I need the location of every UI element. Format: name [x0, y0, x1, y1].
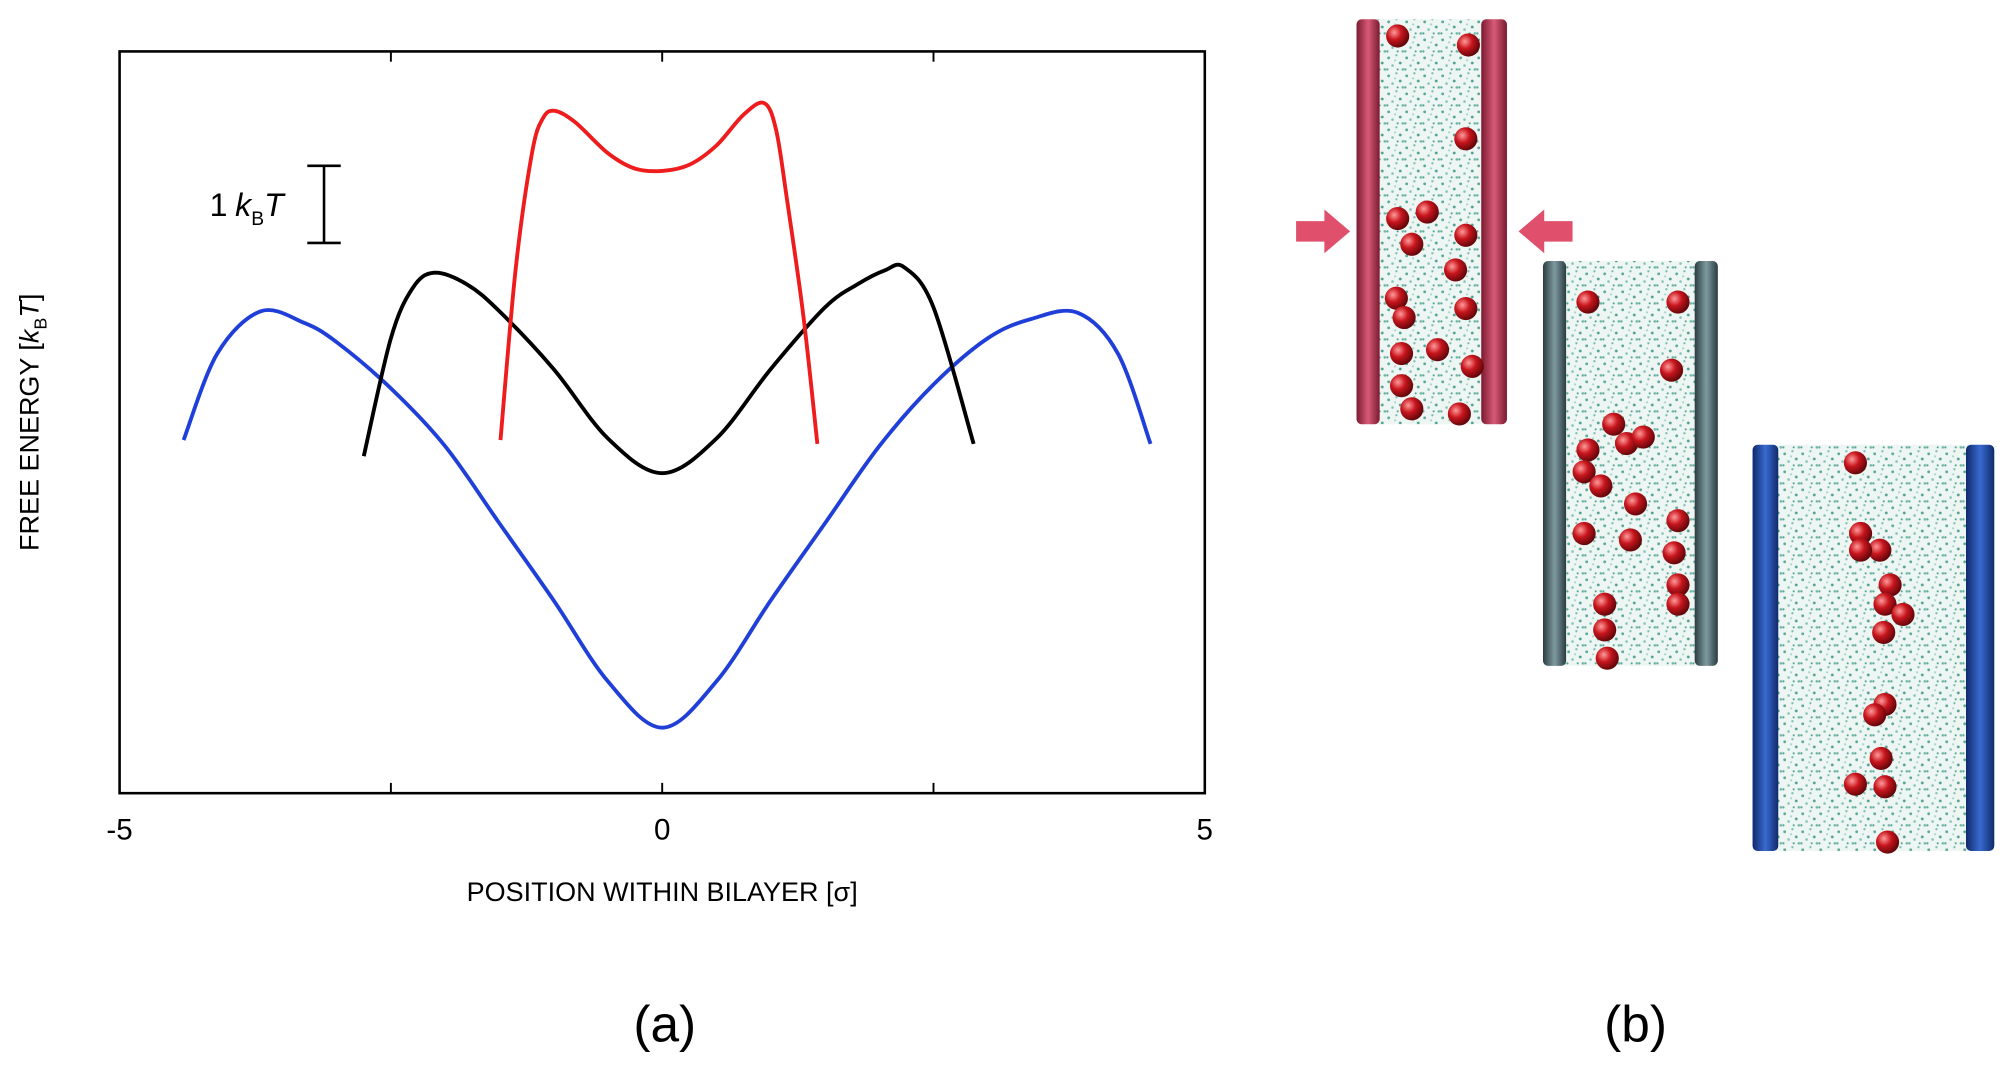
particle — [1576, 438, 1600, 462]
particle — [1631, 425, 1655, 449]
particle — [1878, 573, 1902, 597]
particle — [1456, 33, 1480, 57]
particle — [1873, 592, 1897, 616]
particle — [1666, 509, 1690, 533]
y-axis-label-part: ] — [15, 294, 45, 301]
compression-arrow — [1518, 209, 1573, 254]
y-axis-label-part: T — [15, 299, 45, 318]
particle — [1443, 258, 1468, 282]
particle — [1454, 223, 1478, 247]
x-tick-label: 5 — [1197, 813, 1213, 846]
particle — [1848, 538, 1873, 562]
particle — [1400, 397, 1424, 421]
y-axis-label-part: B — [30, 318, 50, 330]
data-line — [498, 100, 820, 445]
data-line — [181, 308, 1153, 730]
y-axis-label-part: FREE ENERGY [ — [15, 343, 45, 551]
bilayer-wall — [1356, 19, 1380, 425]
scale-bar-label-part: 1 — [210, 187, 228, 223]
particle — [1386, 206, 1410, 231]
bilayer-wall — [1542, 260, 1567, 666]
particle — [1843, 451, 1867, 475]
bilayer-illustration — [1296, 19, 1995, 854]
plot-area: -5 0 5 POSITION WITHIN BILAYER [σ] FREE ENER… — [15, 50, 1667, 1052]
particle — [1666, 573, 1690, 597]
scale-bar-label-part: B — [251, 209, 264, 230]
particle — [1389, 374, 1414, 398]
bilayer-interior — [1774, 444, 1970, 852]
particle — [1392, 305, 1416, 330]
particle — [1572, 521, 1596, 546]
compression-arrow — [1296, 209, 1351, 254]
particle — [1875, 830, 1900, 854]
particle — [1659, 358, 1684, 382]
scale-bar-label: 1 kBT — [210, 187, 287, 230]
particle — [1593, 592, 1617, 616]
particle — [1869, 746, 1893, 771]
y-axis-label-part: k — [15, 328, 45, 343]
bilayer-wall — [1965, 444, 1995, 852]
particle — [1602, 412, 1626, 436]
bilayer-wall — [1694, 260, 1718, 666]
particle — [1873, 775, 1897, 799]
panel-label: (a) — [633, 994, 696, 1052]
particle — [1460, 354, 1484, 378]
bilayer-wall — [1752, 444, 1779, 852]
scale-bar-label-part: k — [235, 187, 253, 223]
x-tick-label: 0 — [654, 813, 670, 846]
particle — [1447, 402, 1471, 426]
bilayer-wall — [1481, 19, 1507, 425]
particle — [1400, 232, 1424, 256]
particle — [1863, 703, 1887, 727]
particle — [1593, 618, 1617, 642]
particle — [1623, 492, 1648, 516]
y-axis-label: FREE ENERGY [kBT] — [15, 294, 51, 551]
scale-bar-label-part: T — [264, 187, 286, 223]
x-tick-label: -5 — [106, 813, 132, 846]
data-line — [361, 262, 976, 476]
x-axis-label: POSITION WITHIN BILAYER [σ] — [467, 877, 858, 907]
particle — [1891, 602, 1915, 627]
particle — [1666, 592, 1690, 616]
particle — [1618, 528, 1642, 552]
particle — [1868, 538, 1892, 562]
particle — [1454, 127, 1478, 151]
particle — [1386, 24, 1410, 48]
particle — [1572, 460, 1596, 484]
particle — [1666, 290, 1690, 314]
particle — [1872, 620, 1896, 645]
particle — [1454, 296, 1478, 321]
particle — [1415, 200, 1439, 224]
particle — [1389, 341, 1414, 366]
panel-label: (b) — [1604, 994, 1667, 1052]
particle — [1662, 541, 1686, 565]
particle — [1595, 646, 1619, 670]
particle — [1848, 521, 1873, 546]
particle — [1384, 286, 1408, 310]
particle — [1425, 338, 1450, 362]
particle — [1576, 290, 1600, 314]
axes-frame — [118, 50, 1207, 795]
particle — [1843, 772, 1867, 796]
particle — [1589, 474, 1613, 498]
